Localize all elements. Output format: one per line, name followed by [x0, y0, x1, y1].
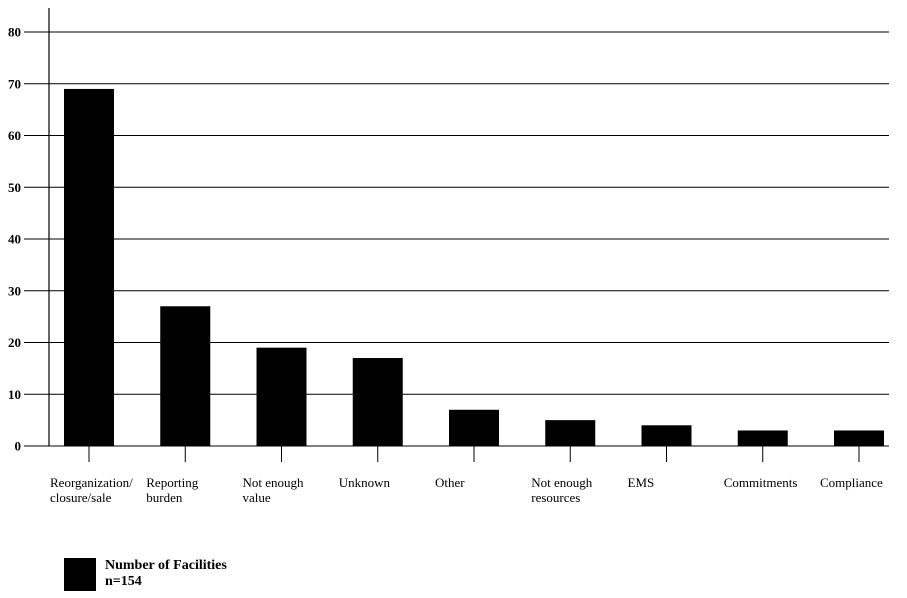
- x-tick-label-line: Not enough: [243, 475, 305, 490]
- y-tick-label: 20: [8, 335, 21, 350]
- x-tick-label-line: Not enough: [531, 475, 593, 490]
- x-tick-label-line: Reporting: [146, 475, 198, 490]
- bar: [256, 347, 307, 446]
- bar: [545, 420, 596, 446]
- x-tick-label: Not enough resources: [531, 475, 593, 505]
- y-tick-label: 10: [8, 387, 21, 402]
- x-tick-label: Reporting burden: [146, 475, 198, 505]
- bar: [64, 88, 114, 447]
- bar: [352, 358, 403, 446]
- y-tick-label: 70: [8, 76, 21, 91]
- x-tick-label-line: resources: [531, 490, 580, 505]
- bar: [737, 430, 788, 446]
- bar: [641, 425, 692, 446]
- x-tick-label: Other: [435, 475, 465, 490]
- x-tick-label-line: value: [243, 490, 271, 505]
- x-tick-label: Reorganization/closure/sale: [50, 475, 133, 505]
- y-tick-label: 80: [8, 25, 21, 40]
- x-tick-label: Compliance: [820, 475, 883, 490]
- y-tick-label: 0: [15, 439, 22, 454]
- bar: [449, 409, 499, 446]
- x-tick-label-line: EMS: [628, 475, 655, 490]
- x-tick-label-line: Other: [435, 475, 465, 490]
- x-tick-label-line: burden: [146, 490, 183, 505]
- bar: [160, 306, 211, 446]
- x-tick-label: Unknown: [339, 475, 391, 490]
- x-tick-label-line: Unknown: [339, 475, 391, 490]
- x-tick-label-line: closure/sale: [50, 490, 112, 505]
- x-tick-label-line: Compliance: [820, 475, 883, 490]
- x-tick-label: Commitments: [724, 475, 798, 490]
- y-tick-label: 50: [8, 180, 21, 195]
- x-tick-label-line: Commitments: [724, 475, 798, 490]
- bar: [834, 430, 884, 446]
- x-tick-label-line: Reorganization/: [50, 475, 133, 490]
- legend-swatch: [64, 558, 96, 591]
- legend-text: Number of Facilities n=154: [105, 558, 227, 590]
- x-tick-label: EMS: [628, 475, 655, 490]
- legend-series-name: Number of Facilities: [105, 558, 227, 573]
- y-tick-label: 60: [8, 128, 21, 143]
- legend-sample-size: n=154: [105, 574, 142, 589]
- legend: Number of Facilities n=154: [64, 558, 227, 591]
- x-tick-label: Not enough value: [243, 475, 305, 505]
- y-tick-label: 40: [8, 232, 21, 247]
- y-tick-label: 30: [8, 283, 21, 298]
